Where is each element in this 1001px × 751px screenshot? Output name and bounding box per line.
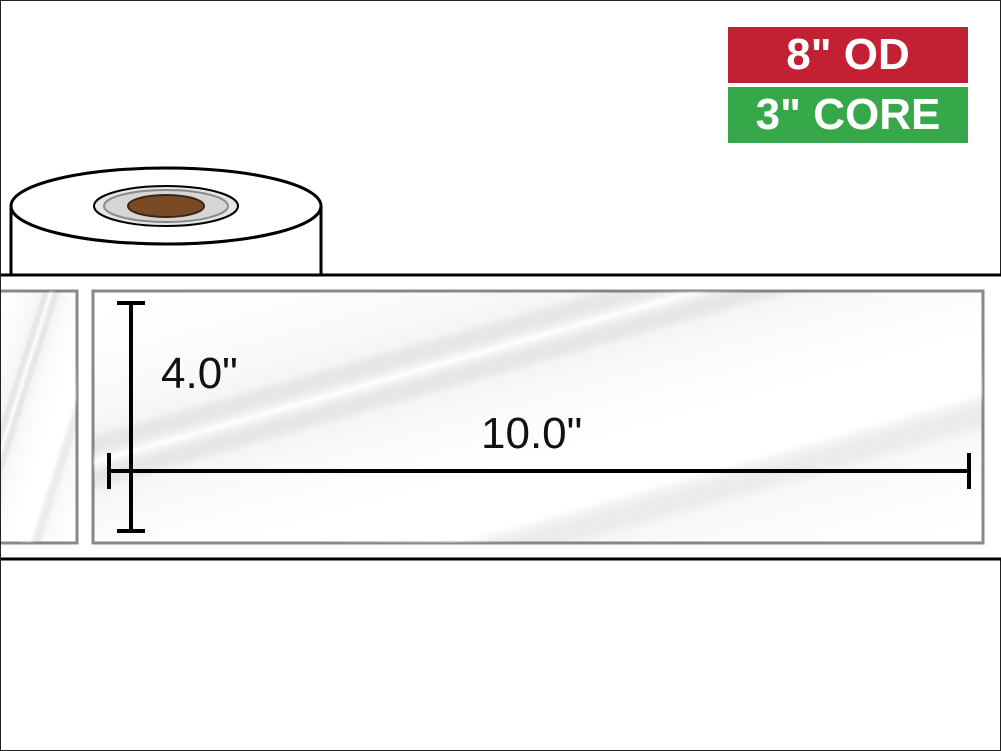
diagram-canvas: 8" OD 3" CORE 4.0" 10.0" xyxy=(0,0,1001,751)
dimension-height-label: 4.0" xyxy=(161,349,238,399)
roll-side xyxy=(11,206,321,314)
label-prev-gloss xyxy=(1,291,77,543)
label-prev xyxy=(1,291,77,543)
roll-inner-2 xyxy=(104,190,228,222)
roll-inner-1 xyxy=(94,186,238,226)
roll-top xyxy=(11,168,321,244)
badge-od: 8" OD xyxy=(728,27,968,83)
roll-core-hole xyxy=(128,195,204,217)
badge-core: 3" CORE xyxy=(728,87,968,143)
dimension-width-label: 10.0" xyxy=(481,409,582,459)
